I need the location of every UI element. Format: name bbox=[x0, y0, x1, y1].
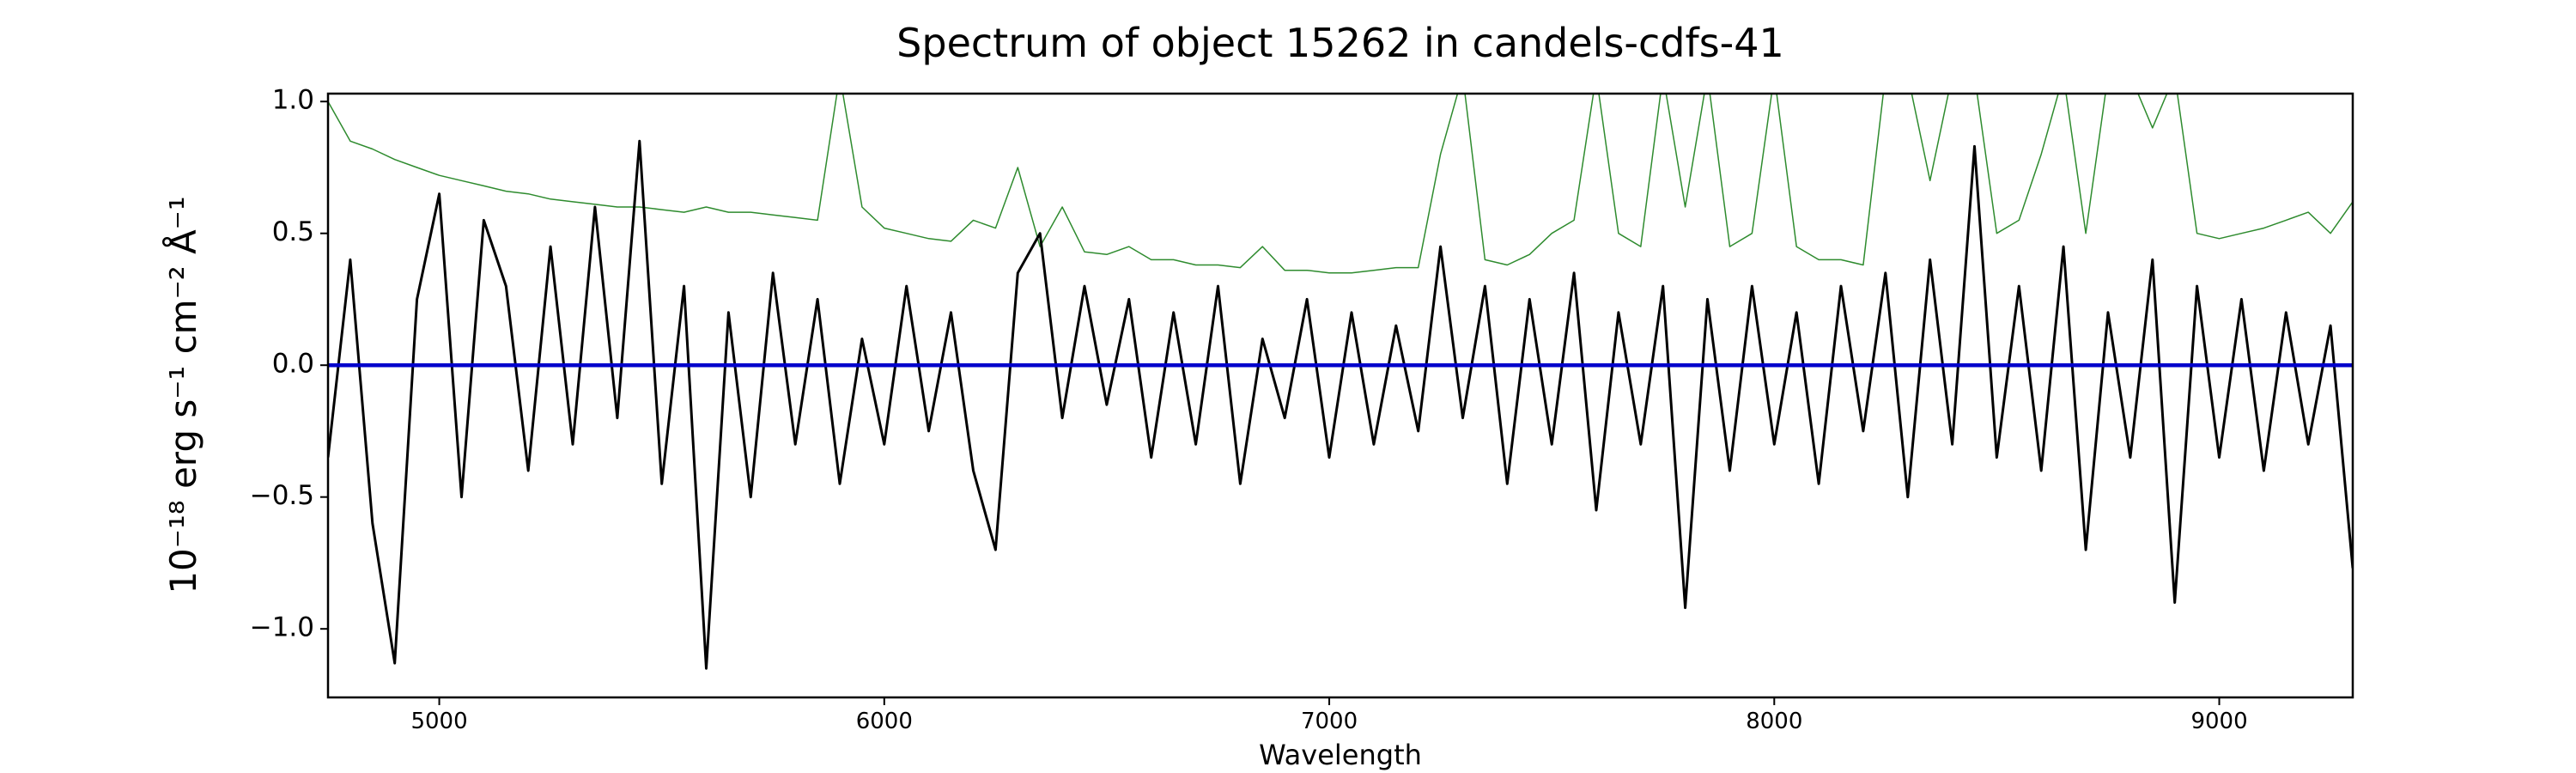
y-tick-label: 0.5 bbox=[272, 216, 314, 247]
spectrum-line bbox=[328, 94, 2353, 274]
chart-title: Spectrum of object 15262 in candels-cdfs… bbox=[896, 20, 1784, 66]
plot-area bbox=[328, 94, 2353, 670]
y-tick-label: 1.0 bbox=[272, 85, 314, 116]
x-axis-label: Wavelength bbox=[1259, 739, 1422, 771]
x-tick-label: 5000 bbox=[410, 709, 467, 734]
x-tick-label: 9000 bbox=[2190, 709, 2247, 734]
x-tick-label: 8000 bbox=[1746, 709, 1802, 734]
x-tick-label: 6000 bbox=[856, 709, 913, 734]
spectrum-line bbox=[328, 139, 2353, 670]
x-tick-label: 7000 bbox=[1301, 709, 1358, 734]
y-tick-label: 0.0 bbox=[272, 349, 314, 380]
y-tick-label: −1.0 bbox=[250, 612, 314, 643]
y-axis-label: 10⁻¹⁸ erg s⁻¹ cm⁻² Å⁻¹ bbox=[161, 196, 204, 593]
y-tick-label: −0.5 bbox=[250, 480, 314, 511]
axes-frame bbox=[326, 92, 2354, 699]
